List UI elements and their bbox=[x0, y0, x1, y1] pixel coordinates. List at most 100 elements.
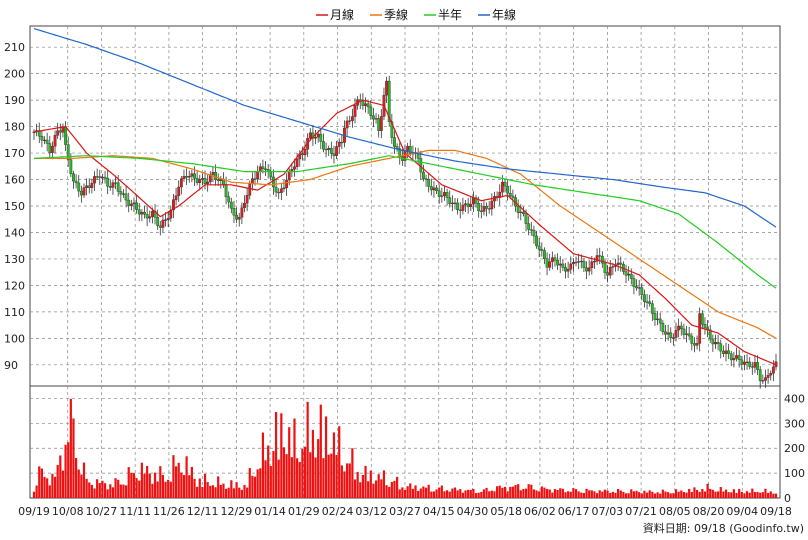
volume-bar bbox=[190, 466, 193, 498]
volume-bar bbox=[138, 480, 141, 498]
volume-bar bbox=[106, 489, 109, 498]
volume-bar bbox=[493, 491, 496, 498]
candle-body bbox=[711, 338, 715, 345]
volume-bar bbox=[430, 491, 433, 498]
volume-bar bbox=[640, 493, 643, 498]
candle-body bbox=[179, 178, 183, 188]
volume-bar bbox=[738, 488, 741, 498]
candle-body bbox=[756, 362, 759, 370]
volume-bar bbox=[643, 490, 646, 498]
candle-body bbox=[85, 185, 89, 188]
date-tick-label: 07/21 bbox=[625, 505, 657, 518]
candle-body bbox=[79, 190, 83, 196]
candle-body bbox=[714, 341, 717, 345]
candle-body bbox=[287, 170, 291, 181]
volume-bar bbox=[538, 491, 541, 498]
candle-body bbox=[524, 213, 528, 224]
date-tick-label: 01/14 bbox=[254, 505, 286, 518]
volume-bar bbox=[261, 432, 265, 498]
volume-bar bbox=[272, 451, 275, 498]
volume-bar bbox=[193, 478, 196, 498]
volume-bar bbox=[59, 455, 62, 498]
volume-bar bbox=[306, 401, 309, 498]
candle-body bbox=[182, 176, 186, 179]
candle-body bbox=[679, 325, 683, 330]
candle-body bbox=[143, 211, 146, 215]
date-tick-label: 09/19 bbox=[18, 505, 50, 518]
candle-body bbox=[261, 166, 265, 170]
candle-body bbox=[151, 210, 154, 217]
candle-body bbox=[172, 199, 175, 211]
volume-bar bbox=[656, 492, 659, 498]
volume-tick-label: 100 bbox=[784, 467, 805, 480]
candle-body bbox=[545, 258, 549, 268]
candle-body bbox=[729, 353, 733, 361]
candle-body bbox=[556, 260, 560, 266]
volume-bar bbox=[540, 486, 543, 498]
candle-body bbox=[332, 153, 336, 156]
candle-body bbox=[93, 176, 96, 184]
candle-body bbox=[543, 250, 546, 259]
candle-body bbox=[727, 350, 731, 354]
volume-bar bbox=[635, 490, 638, 498]
volume-bar bbox=[172, 455, 175, 498]
volume-bar bbox=[432, 491, 436, 498]
price-tick-label: 210 bbox=[4, 41, 25, 54]
candle-body bbox=[390, 121, 394, 138]
volume-bar bbox=[227, 487, 230, 498]
candle-body bbox=[548, 261, 552, 268]
candle-body bbox=[374, 118, 378, 120]
volume-bar bbox=[314, 457, 317, 498]
candle-body bbox=[250, 178, 254, 184]
volume-bar bbox=[651, 491, 654, 498]
volume-bar bbox=[495, 486, 499, 498]
candle-body bbox=[377, 118, 381, 131]
volume-bar bbox=[382, 470, 386, 498]
candle-body bbox=[637, 287, 641, 289]
volume-bar bbox=[598, 490, 601, 498]
candle-body bbox=[98, 176, 102, 178]
candle-body bbox=[693, 343, 696, 346]
candle-body bbox=[422, 171, 425, 179]
volume-bar bbox=[751, 488, 754, 498]
volume-bar bbox=[211, 485, 215, 498]
candle-body bbox=[440, 195, 444, 197]
candle-body bbox=[506, 185, 510, 194]
volume-bar bbox=[701, 489, 704, 498]
volume-bar bbox=[77, 469, 80, 498]
date-tick-label: 10/27 bbox=[86, 505, 118, 518]
candle-body bbox=[590, 261, 594, 269]
volume-bar bbox=[35, 485, 38, 498]
candle-body bbox=[703, 324, 707, 329]
volume-bar bbox=[606, 490, 609, 498]
volume-bar bbox=[64, 444, 67, 498]
candle-body bbox=[58, 130, 62, 133]
volume-bar bbox=[201, 486, 204, 498]
candle-body bbox=[295, 158, 299, 167]
volume-bar bbox=[264, 460, 267, 498]
candle-body bbox=[290, 169, 294, 172]
candle-body bbox=[235, 214, 239, 220]
volume-bar bbox=[464, 490, 467, 498]
volume-bar bbox=[288, 427, 291, 498]
candle-body bbox=[453, 202, 457, 204]
price-tick-label: 170 bbox=[4, 147, 25, 160]
date-tick-label: 11/11 bbox=[119, 505, 151, 518]
candle-body bbox=[635, 286, 638, 289]
volume-bar bbox=[372, 483, 375, 498]
candle-body bbox=[550, 257, 554, 263]
volume-bar bbox=[603, 489, 607, 498]
volume-bar bbox=[414, 485, 417, 498]
candle-body bbox=[366, 103, 370, 108]
candle-body bbox=[300, 153, 304, 156]
candle-body bbox=[769, 373, 773, 376]
candle-body bbox=[353, 105, 357, 117]
candle-body bbox=[574, 261, 578, 264]
volume-bar bbox=[472, 488, 475, 498]
volume-bar bbox=[243, 484, 246, 498]
volume-bar bbox=[364, 465, 367, 498]
legend-label-2: 半年 bbox=[438, 8, 462, 22]
candle-body bbox=[682, 328, 686, 335]
candle-body bbox=[593, 261, 596, 263]
candle-body bbox=[587, 267, 591, 272]
